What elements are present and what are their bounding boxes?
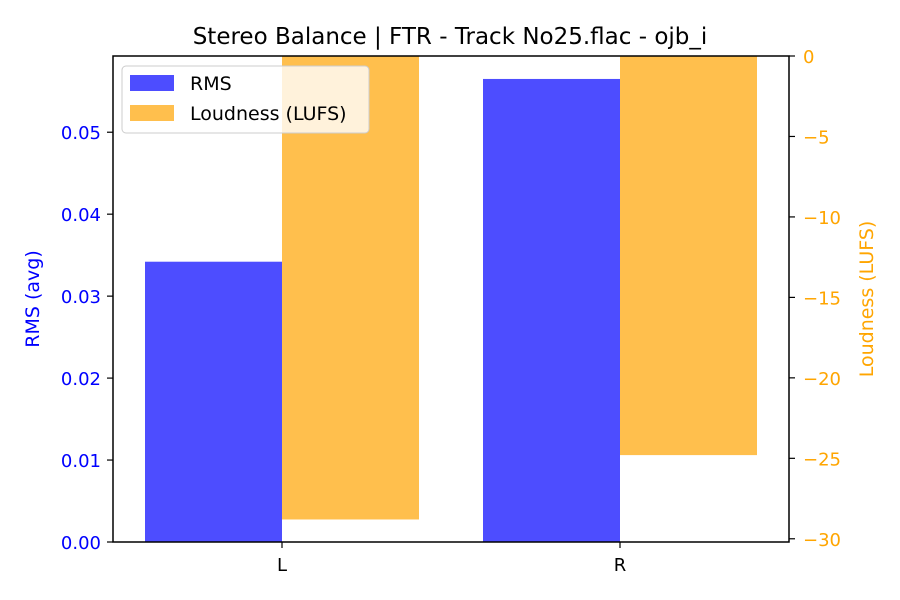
- left-axis-label: RMS (avg): [22, 250, 44, 347]
- rms-bars: [145, 78, 620, 542]
- left-tick-label: 0.05: [61, 123, 101, 144]
- right-tick-label: −10: [803, 208, 841, 229]
- left-tick-label: 0.04: [61, 205, 101, 226]
- legend-label-loudness: Loudness (LUFS): [190, 103, 347, 125]
- left-tick-label: 0.00: [61, 533, 101, 554]
- right-tick-label: −15: [803, 288, 841, 309]
- left-y-axis: 0.00 0.01 0.02 0.03 0.04 0.05: [61, 123, 113, 554]
- right-tick-label: −5: [803, 127, 830, 148]
- left-tick-label: 0.03: [61, 287, 101, 308]
- legend-swatch-rms: [130, 75, 174, 91]
- x-tick-label: L: [277, 555, 287, 576]
- legend-swatch-loudness: [130, 105, 174, 121]
- bar-loudness-r: [620, 56, 757, 456]
- right-tick-label: −25: [803, 449, 841, 470]
- right-tick-label: 0: [803, 47, 814, 68]
- bar-rms-l: [145, 261, 282, 542]
- legend-label-rms: RMS: [190, 73, 232, 95]
- right-tick-label: −30: [803, 530, 841, 551]
- bar-rms-r: [483, 78, 620, 542]
- x-tick-label: R: [614, 555, 627, 576]
- legend-box: [121, 65, 370, 134]
- right-axis-label: Loudness (LUFS): [856, 221, 878, 378]
- chart-title: Stereo Balance | FTR - Track No25.flac -…: [193, 24, 708, 50]
- left-tick-label: 0.01: [61, 451, 101, 472]
- legend: RMS Loudness (LUFS): [121, 65, 370, 134]
- left-tick-label: 0.02: [61, 369, 101, 390]
- plot-frame: [112, 55, 790, 543]
- right-y-axis: 0 −5 −10 −15 −20 −25 −30: [789, 47, 841, 551]
- right-tick-label: −20: [803, 369, 841, 390]
